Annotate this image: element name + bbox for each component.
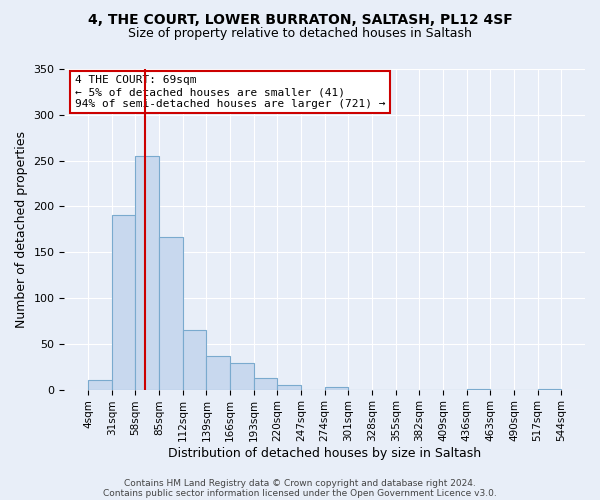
Bar bbox=[183, 330, 206, 390]
Y-axis label: Number of detached properties: Number of detached properties bbox=[15, 131, 28, 328]
Text: Contains public sector information licensed under the Open Government Licence v3: Contains public sector information licen… bbox=[103, 488, 497, 498]
Text: 4 THE COURT: 69sqm
← 5% of detached houses are smaller (41)
94% of semi-detached: 4 THE COURT: 69sqm ← 5% of detached hous… bbox=[75, 76, 385, 108]
Text: Contains HM Land Registry data © Crown copyright and database right 2024.: Contains HM Land Registry data © Crown c… bbox=[124, 478, 476, 488]
Text: Size of property relative to detached houses in Saltash: Size of property relative to detached ho… bbox=[128, 28, 472, 40]
Bar bbox=[206, 356, 230, 390]
Bar bbox=[112, 214, 136, 390]
Bar bbox=[325, 387, 349, 390]
Bar bbox=[230, 363, 254, 390]
Bar bbox=[136, 156, 159, 390]
Bar bbox=[254, 378, 277, 390]
Bar bbox=[159, 236, 183, 390]
Bar bbox=[277, 385, 301, 390]
Text: 4, THE COURT, LOWER BURRATON, SALTASH, PL12 4SF: 4, THE COURT, LOWER BURRATON, SALTASH, P… bbox=[88, 12, 512, 26]
Bar bbox=[467, 388, 490, 390]
Bar bbox=[88, 380, 112, 390]
X-axis label: Distribution of detached houses by size in Saltash: Distribution of detached houses by size … bbox=[168, 447, 481, 460]
Bar bbox=[538, 388, 562, 390]
